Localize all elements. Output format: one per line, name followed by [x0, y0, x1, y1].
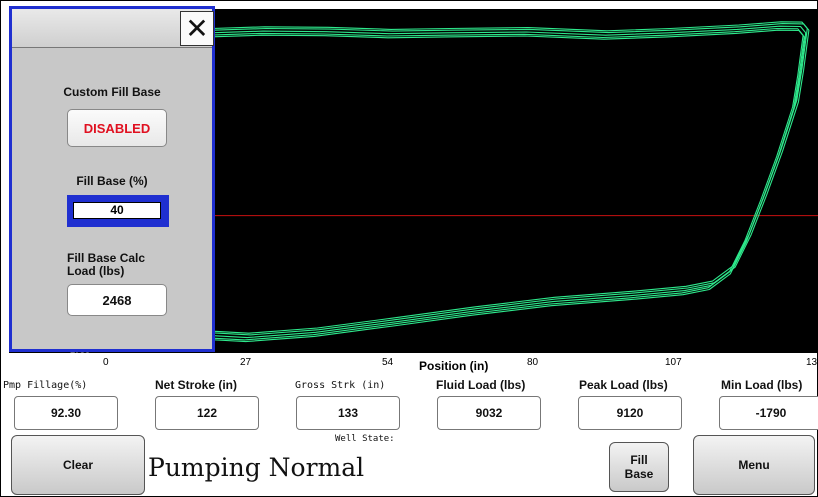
custom-fill-base-toggle[interactable]: DISABLED	[67, 109, 167, 147]
fluid-load-value: 9032	[437, 396, 541, 430]
fill-base-button-line1: Fill	[630, 453, 648, 467]
peak-load-label: Peak Load (lbs)	[579, 378, 668, 392]
net-stroke-value: 122	[155, 396, 259, 430]
clear-button[interactable]: Clear	[11, 435, 145, 495]
dynacard-series-line	[106, 21, 808, 334]
x-tick-label: 134	[806, 357, 818, 368]
close-icon: ✕	[185, 13, 209, 44]
panel-header	[12, 9, 212, 48]
calc-load-value: 2468	[67, 284, 167, 316]
fill-base-input[interactable]	[73, 201, 161, 219]
x-tick-label: 27	[240, 357, 252, 368]
dynacard-series-line	[103, 29, 805, 343]
fluid-load-label: Fluid Load (lbs)	[436, 378, 526, 392]
x-tick-label: 0	[103, 357, 109, 368]
x-tick-label: 80	[527, 357, 539, 368]
x-tick-label: 54	[382, 357, 394, 368]
min-load-value: -1790	[719, 396, 818, 430]
fill-base-input-frame	[67, 195, 169, 227]
fill-base-label: Fill Base (%)	[76, 174, 148, 188]
pump-fillage-label: Pmp Fillage(%)	[3, 380, 88, 391]
gross-stroke-label: Gross Strk (in)	[295, 380, 386, 391]
dynacard-series-line	[108, 23, 810, 336]
min-load-label: Min Load (lbs)	[721, 378, 803, 392]
x-axis-title: Position (in)	[419, 359, 489, 373]
well-state-value: Pumping Normal	[148, 453, 365, 482]
gross-stroke-value: 133	[296, 396, 400, 430]
net-stroke-label: Net Stroke (in)	[155, 378, 238, 392]
fill-base-button[interactable]: Fill Base	[609, 442, 669, 492]
calc-load-label: Fill Base Calc Load (lbs)	[67, 252, 207, 278]
pump-fillage-value: 92.30	[14, 396, 118, 430]
peak-load-value: 9120	[578, 396, 682, 430]
calc-load-label-line1: Fill Base Calc	[67, 251, 146, 265]
close-button[interactable]: ✕	[180, 11, 214, 46]
fill-base-panel: ✕ Custom Fill Base DISABLED Fill Base (%…	[9, 6, 215, 352]
calc-load-label-line2: Load (lbs)	[67, 264, 125, 278]
x-tick-label: 107	[665, 357, 682, 368]
dynacard-series-line	[102, 27, 804, 341]
fill-base-button-line2: Base	[624, 467, 654, 481]
well-state-label: Well State:	[335, 434, 395, 444]
menu-button[interactable]: Menu	[693, 435, 815, 495]
custom-fill-base-label: Custom Fill Base	[63, 85, 161, 99]
